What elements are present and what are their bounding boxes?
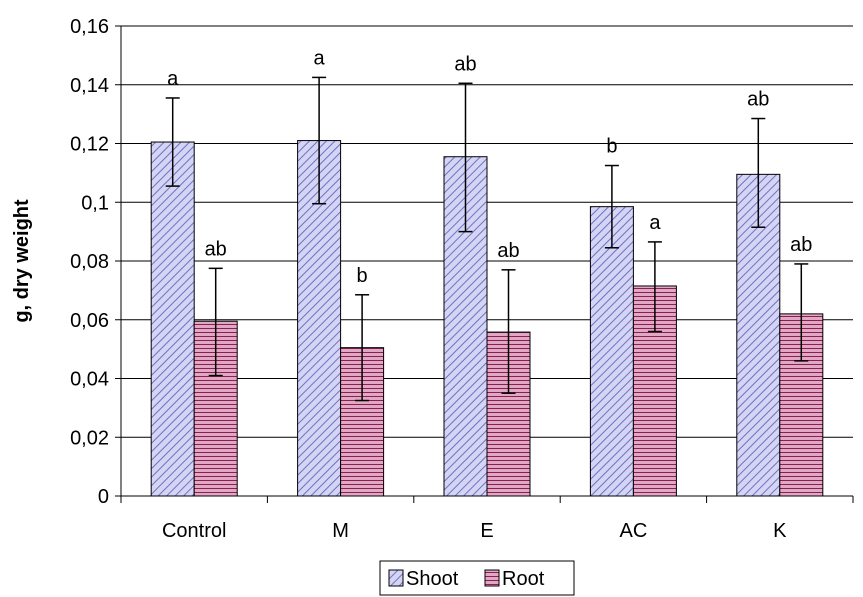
legend-label-shoot: Shoot	[406, 568, 459, 590]
x-axis: Control M E AC K	[120, 495, 854, 542]
y-tick-label: 0,16	[70, 16, 109, 38]
y-axis-label: g, dry weight	[11, 199, 33, 323]
significance-label: ab	[790, 234, 812, 256]
x-tick-label: Control	[162, 520, 226, 542]
legend-swatch-shoot	[388, 569, 404, 587]
y-axis: 0 0,02 0,04 0,06 0,08 0,1 0,12 0,14 0,16	[70, 16, 122, 508]
error-bars	[165, 76, 809, 402]
y-tick-label: 0,08	[70, 251, 109, 273]
significance-label: ab	[454, 53, 476, 75]
legend: Shoot Root	[379, 560, 575, 596]
y-tick-label: 0,12	[70, 134, 109, 156]
significance-label: ab	[747, 89, 769, 111]
legend-box	[379, 560, 575, 596]
significance-label: a	[649, 212, 661, 234]
significance-label: ab	[205, 238, 227, 260]
x-tick-label: K	[773, 520, 787, 542]
y-tick-label: 0,02	[70, 427, 109, 449]
x-tick-label: AC	[620, 520, 648, 542]
significance-label: b	[357, 265, 368, 287]
y-tick-label: 0,1	[81, 192, 109, 214]
legend-swatch-root	[484, 569, 500, 587]
bar-shoot	[589, 206, 634, 497]
y-tick-label: 0,06	[70, 310, 109, 332]
y-tick-label: 0,14	[70, 75, 109, 97]
significance-label: ab	[497, 240, 519, 262]
significance-label: b	[606, 136, 617, 158]
x-tick-label: E	[480, 520, 493, 542]
y-tick-label: 0	[98, 486, 109, 508]
legend-label-root: Root	[502, 568, 545, 590]
y-tick-label: 0,04	[70, 369, 109, 391]
significance-label: a	[314, 47, 326, 69]
significance-label: a	[167, 68, 179, 90]
bar-shoot	[150, 141, 195, 497]
bars	[150, 140, 824, 497]
x-tick-label: M	[332, 520, 349, 542]
